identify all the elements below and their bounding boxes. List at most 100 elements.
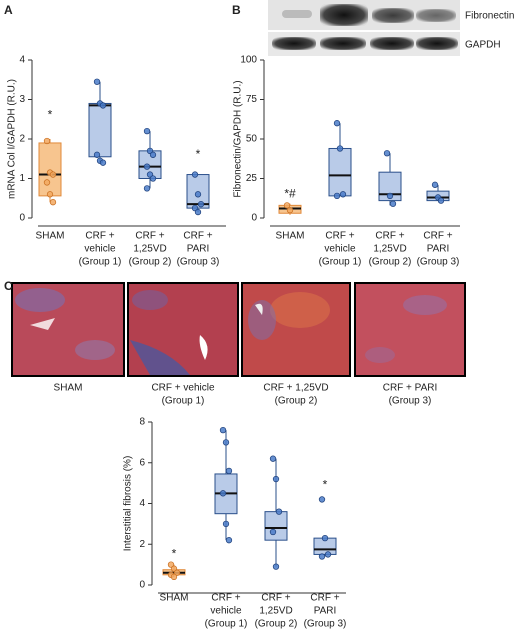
y-tick-label: 2 — [19, 134, 25, 145]
data-point — [269, 455, 277, 462]
data-point — [339, 191, 347, 198]
y-tick-label: 100 — [240, 55, 257, 66]
data-point — [336, 145, 344, 152]
y-tick-label: 25 — [246, 173, 258, 184]
y-tick-label: 2 — [139, 539, 145, 550]
x-tick-label: vehicle — [324, 244, 356, 255]
data-point — [43, 137, 51, 145]
data-point — [143, 127, 151, 135]
y-axis-label: Fibronectin/GAPDH (R.U.) — [233, 80, 244, 197]
y-tick-label: 0 — [139, 580, 145, 591]
x-tick-label: 1,25VD — [133, 244, 166, 255]
data-point — [386, 192, 394, 200]
data-point — [275, 508, 283, 515]
image-caption: CRF + vehicle — [151, 383, 215, 394]
x-tick-label: SHAM — [276, 231, 305, 242]
panel-label: C — [4, 279, 13, 293]
blot-label: Fibronectin — [465, 11, 514, 22]
image-caption: CRF + 1,25VD — [263, 383, 328, 394]
data-point — [389, 200, 397, 207]
data-point — [143, 163, 151, 170]
data-point — [46, 191, 54, 198]
data-point — [333, 120, 341, 127]
y-tick-label: 75 — [246, 94, 258, 105]
x-tick-label: 1,25VD — [373, 244, 406, 255]
image-caption: (Group 2) — [275, 396, 318, 407]
histology-images — [11, 282, 466, 377]
x-tick-label: (Group 2) — [129, 257, 172, 268]
data-point — [225, 537, 233, 544]
x-tick-label: (Group 3) — [304, 619, 347, 630]
x-tick-label: CRF + — [211, 593, 240, 604]
data-point — [321, 534, 329, 542]
data-point — [194, 208, 202, 216]
annotation: * — [48, 107, 53, 121]
x-tick-label: vehicle — [84, 244, 116, 255]
x-tick-label: 1,25VD — [259, 606, 292, 617]
x-tick-label: (Group 1) — [205, 619, 248, 630]
blot-label: GAPDH — [465, 40, 501, 51]
data-point — [99, 102, 107, 109]
y-tick-label: 50 — [246, 134, 258, 145]
x-tick-label: CRF + — [325, 231, 354, 242]
data-point — [93, 151, 101, 158]
x-tick-label: CRF + — [375, 231, 404, 242]
data-point — [149, 151, 157, 158]
data-point — [383, 150, 391, 157]
data-point — [49, 199, 57, 206]
x-tick-label: CRF + — [183, 231, 212, 242]
data-point — [272, 563, 280, 570]
x-tick-label: PARI — [314, 606, 337, 617]
data-point — [149, 175, 157, 182]
data-point — [318, 496, 326, 503]
x-tick-label: CRF + — [310, 593, 339, 604]
data-point — [333, 192, 341, 200]
y-axis-label: Interstitial fibrosis (%) — [123, 456, 134, 552]
box — [264, 511, 288, 541]
x-tick-label: SHAM — [36, 231, 65, 242]
image-caption: (Group 3) — [389, 396, 432, 407]
x-tick-label: vehicle — [210, 606, 242, 617]
data-point — [197, 201, 205, 208]
y-tick-label: 8 — [139, 417, 145, 428]
y-tick-label: 1 — [19, 173, 25, 184]
box — [88, 102, 112, 158]
x-tick-label: (Group 2) — [369, 257, 412, 268]
x-tick-label: PARI — [427, 244, 450, 255]
x-tick-label: (Group 1) — [319, 257, 362, 268]
data-point — [143, 185, 151, 192]
y-tick-label: 6 — [139, 457, 145, 468]
x-tick-label: (Group 2) — [255, 619, 298, 630]
image-caption: SHAM — [54, 383, 83, 394]
data-point — [286, 206, 294, 214]
western-blot — [268, 0, 460, 56]
data-point — [219, 427, 227, 434]
data-point — [318, 553, 326, 560]
data-point — [324, 551, 332, 558]
data-point — [272, 475, 280, 483]
x-tick-label: (Group 3) — [177, 257, 220, 268]
annotation: * — [196, 147, 201, 161]
x-tick-label: CRF + — [423, 231, 452, 242]
panel-label: A — [4, 3, 13, 17]
data-point — [194, 191, 202, 198]
annotation: * — [323, 477, 328, 491]
image-caption: (Group 1) — [162, 396, 205, 407]
box — [38, 142, 62, 197]
data-point — [99, 159, 107, 166]
box — [328, 147, 352, 197]
x-tick-label: (Group 1) — [79, 257, 122, 268]
x-tick-label: (Group 3) — [417, 257, 460, 268]
x-tick-label: CRF + — [135, 231, 164, 242]
data-point — [191, 171, 199, 178]
y-axis-label: mRNA Col I/GAPDH (R.U.) — [7, 79, 18, 199]
y-tick-label: 0 — [251, 213, 257, 224]
data-point — [43, 179, 51, 186]
data-point — [437, 197, 445, 204]
data-point — [222, 520, 230, 528]
annotation: * — [172, 547, 177, 561]
x-tick-label: SHAM — [160, 593, 189, 604]
data-point — [269, 528, 277, 536]
data-point — [283, 202, 291, 209]
